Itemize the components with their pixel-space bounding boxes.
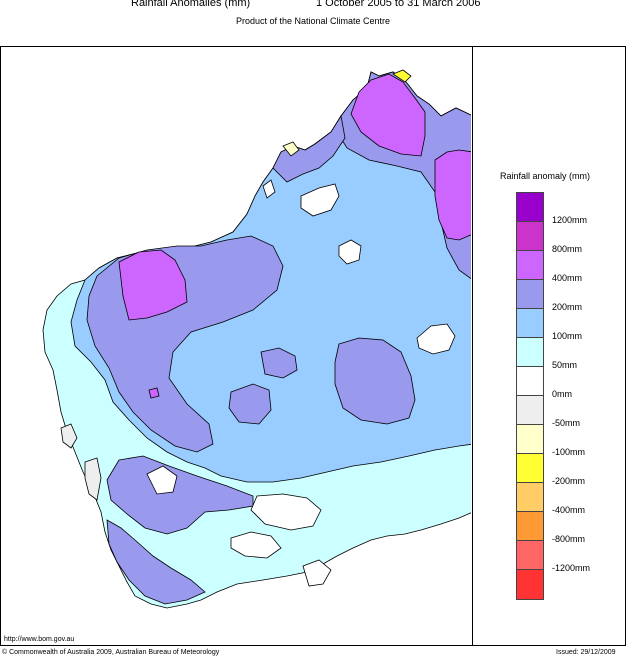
legend-label: 50mm (552, 360, 578, 370)
legend-swatch (516, 308, 544, 339)
map-band-400mm-north (350, 73, 426, 157)
map-band-0mm-5 (230, 531, 282, 559)
legend-label: -200mm (552, 476, 586, 486)
map-band-0mm-8 (262, 179, 276, 199)
map-band-neg50mm-west (60, 423, 78, 449)
legend-swatch (516, 453, 544, 484)
map-band-neg50mm-south (84, 457, 102, 501)
map-band-400mm-spot (148, 387, 160, 399)
legend-swatch (516, 279, 544, 310)
legend-swatch (516, 337, 544, 368)
legend-title: Rainfall anomaly (mm) (500, 171, 591, 181)
map-band-0mm-2 (338, 239, 362, 265)
map-subtitle: Product of the National Climate Centre (235, 16, 391, 26)
map-band-200mm-east (334, 337, 416, 425)
legend-swatch (516, 395, 544, 426)
map-band-200mm-central (228, 383, 272, 425)
map-band-0mm-7 (302, 559, 332, 587)
legend-swatch (516, 569, 544, 600)
legend-label: 1200mm (552, 215, 588, 225)
map-band-0mm-3 (416, 323, 456, 355)
map-band-0mm-4 (250, 493, 322, 531)
legend-swatch (516, 540, 544, 571)
legend-swatch (516, 366, 544, 397)
copyright-notice: © Commonwealth of Australia 2009, Austra… (2, 649, 220, 656)
map-band-200mm-south (106, 455, 254, 535)
legend-swatch (516, 511, 544, 542)
legend-label: -400mm (552, 505, 586, 515)
map-band-200mm-southwest (106, 519, 206, 605)
issued-date: Issued: 29/12/2009 (556, 649, 616, 656)
map-band-0mm-6 (146, 465, 178, 495)
source-url: http://www.bom.gov.au (4, 636, 75, 643)
map-band-400mm-kimberley-east (434, 149, 471, 241)
map-band-200mm-mid (260, 347, 298, 379)
legend-label: -800mm (552, 534, 586, 544)
legend-label: 0mm (552, 389, 572, 399)
map-band-400mm-pilbara (118, 249, 188, 321)
rainfall-anomaly-map (42, 69, 471, 609)
map-title: Rainfall Anomalies (mm) 1 October 2005 t… (0, 0, 626, 11)
legend-label: 200mm (552, 302, 583, 312)
legend-swatch (516, 424, 544, 455)
map-band-neg50mm-kimberley (282, 141, 300, 157)
legend-swatch (516, 482, 544, 513)
legend-divider (472, 46, 473, 646)
legend-swatch (516, 192, 544, 223)
map-band-0mm-1 (300, 183, 340, 217)
legend-label: -100mm (552, 447, 586, 457)
legend-label: -50mm (552, 418, 581, 428)
legend-swatch (516, 221, 544, 252)
legend-label: 800mm (552, 244, 583, 254)
title-period: 1 October 2005 to 31 March 2006 (316, 0, 481, 9)
title-variable: Rainfall Anomalies (mm) (131, 0, 251, 9)
legend-label: -1200mm (552, 563, 591, 573)
legend-label: 100mm (552, 331, 583, 341)
map-band-neg100mm-kimberley (392, 69, 412, 83)
legend-label: 400mm (552, 273, 583, 283)
legend-swatch (516, 250, 544, 281)
